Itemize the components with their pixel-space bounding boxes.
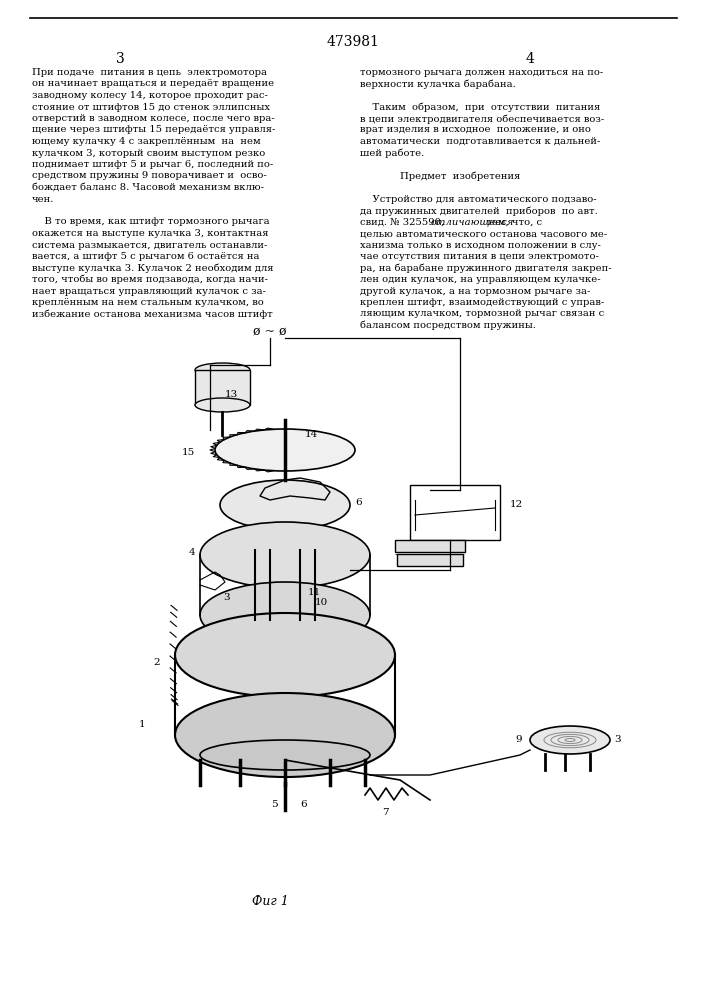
Text: да пружинных двигателей  приборов  по авт.: да пружинных двигателей приборов по авт. xyxy=(360,206,597,216)
Bar xyxy=(410,485,500,540)
Text: ющему кулачку 4 с закреплённым  на  нем: ющему кулачку 4 с закреплённым на нем xyxy=(32,137,261,146)
Text: 1: 1 xyxy=(139,720,145,729)
Text: Устройство для автоматического подзаво-: Устройство для автоматического подзаво- xyxy=(360,194,597,204)
Text: 2: 2 xyxy=(153,658,160,667)
Text: поднимает штифт 5 и рычаг 6, последний по-: поднимает штифт 5 и рычаг 6, последний п… xyxy=(32,160,273,169)
Text: 9: 9 xyxy=(515,735,522,744)
Text: тем, что, с: тем, что, с xyxy=(480,218,542,227)
Text: 14: 14 xyxy=(305,430,318,439)
Text: 7: 7 xyxy=(382,808,388,817)
Text: 6: 6 xyxy=(355,498,361,507)
Text: целью автоматического останова часового ме-: целью автоматического останова часового … xyxy=(360,229,607,238)
Text: 13: 13 xyxy=(225,390,238,399)
Text: стояние от штифтов 15 до стенок эллипсных: стояние от штифтов 15 до стенок эллипсны… xyxy=(32,103,270,111)
Text: 12: 12 xyxy=(510,500,523,509)
Text: кулачком 3, который своим выступом резко: кулачком 3, который своим выступом резко xyxy=(32,148,265,157)
Text: бождает баланс 8. Часовой механизм вклю-: бождает баланс 8. Часовой механизм вклю- xyxy=(32,183,264,192)
Ellipse shape xyxy=(175,693,395,777)
Ellipse shape xyxy=(195,363,250,377)
Text: вается, а штифт 5 с рычагом 6 остаётся на: вается, а штифт 5 с рычагом 6 остаётся н… xyxy=(32,252,259,261)
Text: чен.: чен. xyxy=(32,194,54,204)
Text: верхности кулачка барабана.: верхности кулачка барабана. xyxy=(360,80,515,89)
Text: тормозного рычага должен находиться на по-: тормозного рычага должен находиться на п… xyxy=(360,68,603,77)
Text: 3: 3 xyxy=(116,52,124,66)
Text: 11: 11 xyxy=(308,588,321,597)
Text: креплен штифт, взаимодействующий с управ-: креплен штифт, взаимодействующий с управ… xyxy=(360,298,604,307)
Text: средством пружины 9 поворачивает и  осво-: средством пружины 9 поворачивает и осво- xyxy=(32,172,267,180)
Bar xyxy=(395,540,465,552)
Text: креплённым на нем стальным кулачком, во: креплённым на нем стальным кулачком, во xyxy=(32,298,264,307)
Text: он начинает вращаться и передаёт вращение: он начинает вращаться и передаёт вращени… xyxy=(32,80,274,89)
Text: нает вращаться управляющий кулачок с за-: нает вращаться управляющий кулачок с за- xyxy=(32,286,266,296)
Text: отличающееся: отличающееся xyxy=(431,218,514,227)
Text: балансом посредством пружины.: балансом посредством пружины. xyxy=(360,321,536,330)
Text: заводному колесу 14, которое проходит рас-: заводному колесу 14, которое проходит ра… xyxy=(32,91,268,100)
Text: свид. № 325590,: свид. № 325590, xyxy=(360,218,450,227)
Text: лен один кулачок, на управляющем кулачке-: лен один кулачок, на управляющем кулачке… xyxy=(360,275,601,284)
Ellipse shape xyxy=(200,522,370,588)
Ellipse shape xyxy=(530,726,610,754)
Text: Предмет  изобретения: Предмет изобретения xyxy=(400,172,520,181)
Text: 3: 3 xyxy=(614,735,621,744)
Ellipse shape xyxy=(215,429,355,471)
Text: 5: 5 xyxy=(271,800,278,809)
Text: 3: 3 xyxy=(223,593,230,602)
Text: 10: 10 xyxy=(315,598,328,607)
Text: окажется на выступе кулачка 3, контактная: окажется на выступе кулачка 3, контактна… xyxy=(32,229,269,238)
Text: автоматически  подготавливается к дальней-: автоматически подготавливается к дальней… xyxy=(360,137,600,146)
Ellipse shape xyxy=(220,480,350,530)
Ellipse shape xyxy=(200,740,370,770)
Text: ра, на барабане пружинного двигателя закреп-: ра, на барабане пружинного двигателя зак… xyxy=(360,263,612,273)
Text: другой кулачок, а на тормозном рычаге за-: другой кулачок, а на тормозном рычаге за… xyxy=(360,286,590,296)
Text: При подаче  питания в цепь  электромотора: При подаче питания в цепь электромотора xyxy=(32,68,267,77)
Text: того, чтобы во время подзавода, когда начи-: того, чтобы во время подзавода, когда на… xyxy=(32,275,268,284)
Text: 6: 6 xyxy=(300,800,307,809)
Text: 4: 4 xyxy=(188,548,195,557)
Text: избежание останова механизма часов штифт: избежание останова механизма часов штифт xyxy=(32,310,273,319)
Ellipse shape xyxy=(175,613,395,697)
Text: Фиг 1: Фиг 1 xyxy=(252,895,288,908)
Text: выступе кулачка 3. Кулачок 2 необходим для: выступе кулачка 3. Кулачок 2 необходим д… xyxy=(32,263,274,273)
Text: ханизма только в исходном положении в слу-: ханизма только в исходном положении в сл… xyxy=(360,240,601,249)
Ellipse shape xyxy=(195,398,250,412)
Ellipse shape xyxy=(200,582,370,648)
Text: 15: 15 xyxy=(182,448,195,457)
Text: шей работе.: шей работе. xyxy=(360,148,424,158)
Text: 473981: 473981 xyxy=(327,35,380,49)
Text: отверстий в заводном колесе, после чего вра-: отверстий в заводном колесе, после чего … xyxy=(32,114,275,123)
Bar xyxy=(195,370,250,405)
Text: щение через штифты 15 передаётся управля-: щение через штифты 15 передаётся управля… xyxy=(32,125,275,134)
Text: чае отсутствия питания в цепи электромото-: чае отсутствия питания в цепи электромот… xyxy=(360,252,599,261)
Bar xyxy=(397,554,463,566)
Text: врат изделия в исходное  положение, и оно: врат изделия в исходное положение, и оно xyxy=(360,125,591,134)
Text: в цепи электродвигателя обеспечивается воз-: в цепи электродвигателя обеспечивается в… xyxy=(360,114,604,123)
Text: система размыкается, двигатель останавли-: система размыкается, двигатель останавли… xyxy=(32,240,267,249)
Text: 4: 4 xyxy=(525,52,534,66)
Text: В то время, как штифт тормозного рычага: В то время, как штифт тормозного рычага xyxy=(32,218,269,227)
Text: ø ~ ø: ø ~ ø xyxy=(253,325,287,338)
Text: ляющим кулачком, тормозной рычаг связан с: ляющим кулачком, тормозной рычаг связан … xyxy=(360,310,604,318)
Text: Таким  образом,  при  отсутствии  питания: Таким образом, при отсутствии питания xyxy=(360,103,600,112)
